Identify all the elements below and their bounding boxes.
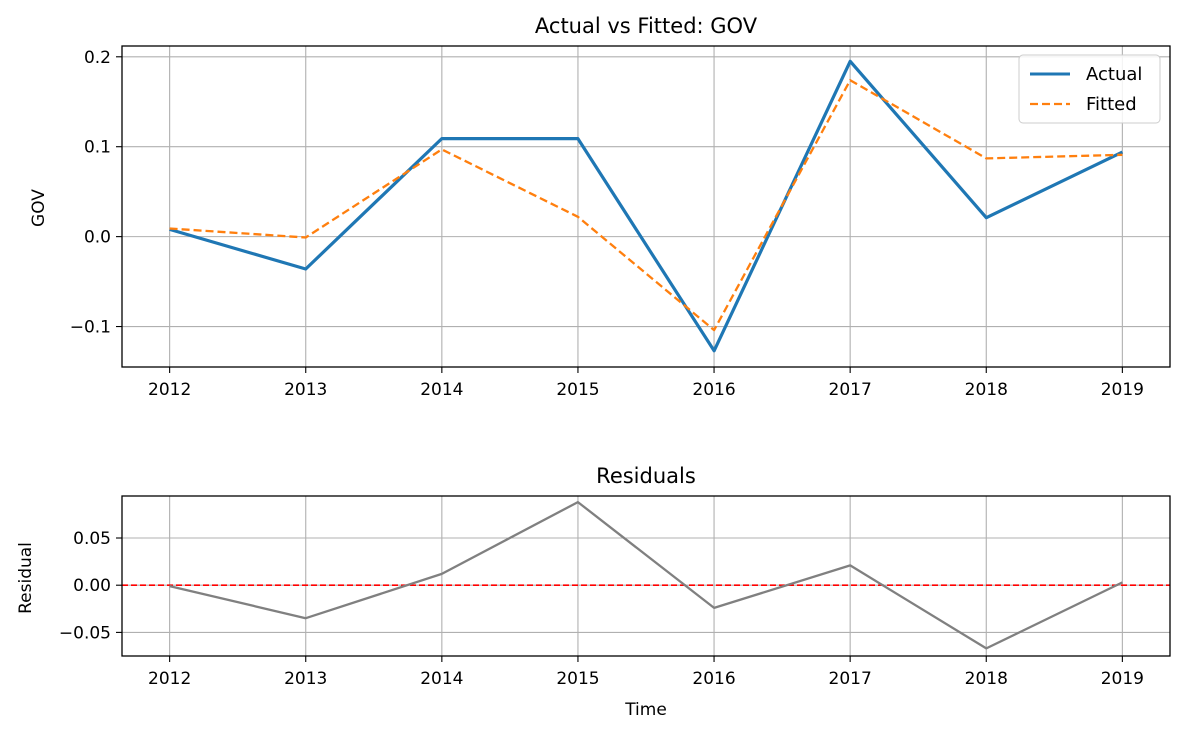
fit-panel-ticks: 2012 2013 2014 2015 2016 2017 2018 2019 −0.1 0.0 0… bbox=[70, 48, 1144, 400]
y-tick-label: 0.2 bbox=[84, 48, 111, 68]
x-tick-label: 2014 bbox=[420, 380, 463, 400]
x-tick-label: 2017 bbox=[829, 669, 872, 689]
residuals-panel: Residuals Residual Time 2012 2013 2014 2015… bbox=[16, 464, 1171, 720]
residual-series-line bbox=[169, 500, 1123, 650]
fit-panel-grid bbox=[122, 46, 1170, 367]
x-tick-label: 2016 bbox=[692, 669, 735, 689]
legend-box bbox=[1018, 54, 1161, 124]
y-tick-label: 0.1 bbox=[84, 138, 111, 158]
x-tick-label: 2012 bbox=[148, 380, 191, 400]
x-tick-label: 2018 bbox=[965, 669, 1008, 689]
y-tick-label: −0.1 bbox=[70, 318, 111, 338]
legend: Actual Fitted bbox=[1018, 54, 1161, 124]
fitted-series-line bbox=[169, 79, 1123, 332]
y-tick-label: 0.00 bbox=[73, 576, 111, 596]
x-tick-label: 2017 bbox=[829, 380, 872, 400]
x-tick-label: 2019 bbox=[1101, 380, 1144, 400]
x-tick-label: 2013 bbox=[284, 669, 327, 689]
x-tick-label: 2015 bbox=[556, 380, 599, 400]
x-tick-label: 2013 bbox=[284, 380, 327, 400]
fit-panel-series bbox=[169, 59, 1124, 353]
y-tick-label: −0.05 bbox=[59, 623, 111, 643]
residuals-panel-ticks: 2012 2013 2014 2015 2016 2017 2018 2019 −0.05 0.0… bbox=[59, 529, 1144, 689]
legend-fitted-label: Fitted bbox=[1086, 94, 1137, 115]
fit-panel-frame bbox=[121, 45, 1171, 368]
actual-series-line bbox=[169, 59, 1124, 353]
y-tick-label: 0.05 bbox=[73, 529, 111, 549]
x-tick-label: 2012 bbox=[148, 669, 191, 689]
fit-panel-y-axis-label: GOV bbox=[29, 189, 49, 227]
residuals-panel-frame bbox=[121, 495, 1171, 657]
legend-actual-label: Actual bbox=[1086, 64, 1142, 85]
fit-panel: Actual vs Fitted: GOV GOV 2012 2013 2014 20… bbox=[29, 14, 1171, 400]
x-tick-label: 2016 bbox=[692, 380, 735, 400]
x-tick-label: 2018 bbox=[965, 380, 1008, 400]
residuals-panel-series bbox=[122, 500, 1170, 650]
x-tick-label: 2019 bbox=[1101, 669, 1144, 689]
fit-panel-title: Actual vs Fitted: GOV bbox=[535, 14, 758, 38]
residuals-panel-title: Residuals bbox=[596, 464, 696, 488]
y-tick-label: 0.0 bbox=[84, 228, 111, 248]
x-tick-label: 2014 bbox=[420, 669, 463, 689]
residuals-panel-y-axis-label: Residual bbox=[16, 542, 36, 614]
residuals-panel-x-axis-label: Time bbox=[624, 700, 667, 720]
x-tick-label: 2015 bbox=[556, 669, 599, 689]
